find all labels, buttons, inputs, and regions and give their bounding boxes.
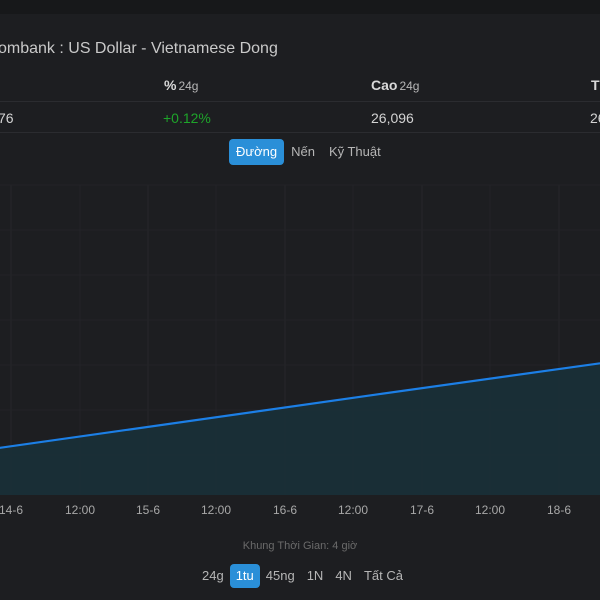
x-tick-label: 12:00 — [338, 503, 368, 517]
range-1y[interactable]: 1N — [306, 568, 324, 583]
x-tick-label: 12:00 — [201, 503, 231, 517]
top-band — [0, 0, 600, 14]
low-label: T — [591, 77, 600, 93]
area-fill — [0, 155, 600, 495]
series-line — [0, 155, 600, 449]
view-tabs: Đường Nến Kỹ Thuật — [229, 139, 388, 165]
x-tick-label: 17-6 — [410, 503, 434, 517]
change-value: +0.12% — [163, 110, 211, 126]
range-45d[interactable]: 45ng — [265, 568, 295, 583]
low-value: 26 — [590, 110, 600, 126]
range-24h[interactable]: 24g — [202, 568, 224, 583]
high-sub: 24g — [399, 79, 420, 93]
x-tick-label: 14-6 — [0, 503, 23, 517]
range-1w[interactable]: 1tu — [229, 564, 260, 588]
chart-card — [0, 14, 600, 600]
price-chart: 14-6 12:00 15-6 12:00 16-6 12:00 17-6 12:00 18-6 — [0, 155, 600, 520]
price-value: 76 — [0, 110, 14, 126]
change-header: % 24g — [164, 77, 198, 93]
tab-technical[interactable]: Kỹ Thuật — [328, 144, 381, 159]
x-tick-label: 12:00 — [475, 503, 505, 517]
divider — [0, 132, 600, 133]
x-tick-label: 16-6 — [273, 503, 297, 517]
x-tick-label: 18-6 — [547, 503, 571, 517]
low-header: T — [591, 77, 600, 93]
high-value: 26,096 — [371, 110, 414, 126]
timeframe-label: Khung Thời Gian: 4 giờ — [242, 540, 358, 552]
high-label: Cao — [371, 77, 398, 93]
chart-svg: 14-6 12:00 15-6 12:00 16-6 12:00 17-6 12:00 18-6 — [0, 155, 600, 517]
high-header: Cao 24g — [371, 77, 419, 93]
tab-line[interactable]: Đường — [229, 139, 285, 165]
range-all[interactable]: Tất Cả — [363, 568, 403, 583]
change-label: % — [164, 77, 177, 93]
x-tick-label: 15-6 — [136, 503, 160, 517]
range-tabs: 24g 1tu 45ng 1N 4N Tất Cả — [196, 563, 409, 589]
page-title: ombank : US Dollar - Vietnamese Dong — [0, 40, 278, 57]
divider — [0, 101, 600, 102]
x-tick-label: 12:00 — [65, 503, 95, 517]
change-sub: 24g — [178, 79, 199, 93]
tab-candle[interactable]: Nến — [291, 144, 315, 159]
range-4y[interactable]: 4N — [335, 568, 352, 583]
